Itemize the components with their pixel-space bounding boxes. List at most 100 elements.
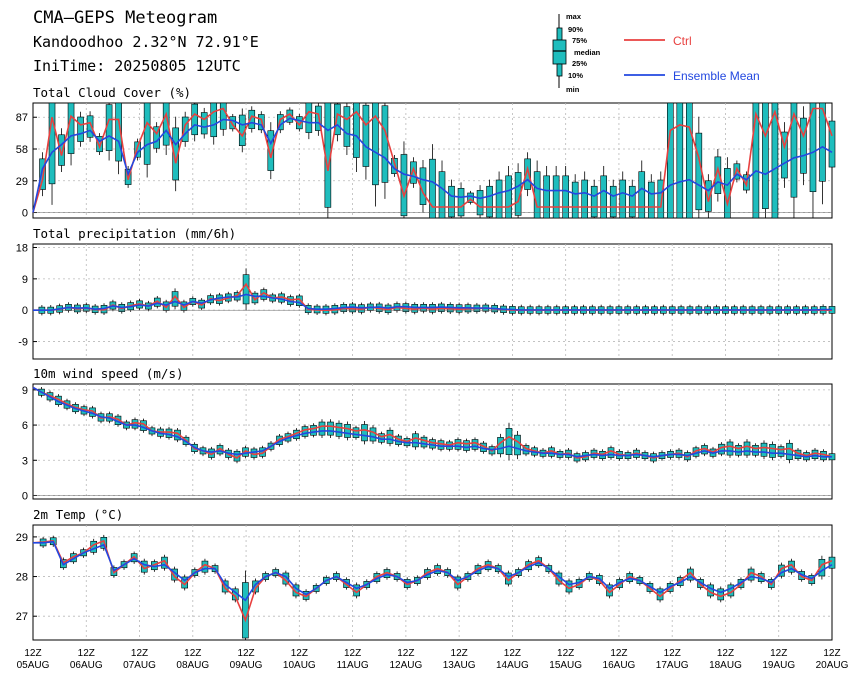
x-tick-date-label: 09AUG — [230, 660, 263, 671]
y-tick-label: 29 — [16, 176, 28, 188]
x-tick-date-label: 17AUG — [656, 660, 689, 671]
ensemble-box — [344, 421, 351, 441]
ensemble-mean-line — [32, 117, 833, 213]
x-tick-hour-label: 12Z — [237, 648, 254, 659]
x-axis: 12Z05AUG12Z06AUG12Z07AUG12Z08AUG12Z09AUG… — [17, 648, 849, 671]
legend-label-median: median — [574, 48, 601, 57]
x-tick-date-label: 18AUG — [709, 660, 742, 671]
x-tick-date-label: 07AUG — [123, 660, 156, 671]
ensemble-box — [743, 439, 751, 458]
y-tick-label: 29 — [16, 532, 28, 544]
plot-area: 0 29 58 87 -9 0 9 18 0 3 6 9 27 28 29 — [16, 102, 836, 641]
y-tick-label: 27 — [16, 611, 28, 623]
ensemble-box — [714, 149, 722, 202]
ensemble-box — [600, 165, 608, 219]
panel-1: 0 29 58 87 — [16, 102, 836, 220]
ensemble-boxes — [39, 102, 836, 219]
x-tick-date-label: 12AUG — [389, 660, 422, 671]
x-tick-date-label: 16AUG — [603, 660, 636, 671]
y-tick-label: 28 — [16, 572, 28, 584]
ensemble-box — [581, 171, 588, 219]
legend: max 90% 75% median 25% 10% min Ctrl Ense… — [552, 12, 760, 94]
ensemble-box — [686, 102, 693, 219]
x-tick-date-label: 05AUG — [17, 660, 50, 671]
ensemble-box — [552, 165, 560, 219]
ensemble-box — [676, 102, 684, 219]
legend-box-labels: max 90% 75% median 25% 10% min — [566, 12, 601, 94]
ensemble-box — [666, 102, 674, 219]
ensemble-boxes — [39, 534, 836, 640]
ensemble-box — [619, 171, 627, 219]
x-tick-date-label: 06AUG — [70, 660, 103, 671]
ctrl-line — [32, 539, 833, 623]
ensemble-box — [252, 578, 259, 595]
ensemble-box — [296, 293, 303, 308]
ensemble-box — [607, 445, 615, 460]
ensemble-box — [752, 102, 760, 219]
panel-1-title: Total Cloud Cover (%) — [33, 85, 191, 100]
ensemble-box — [181, 111, 189, 147]
ensemble-box — [571, 174, 579, 219]
panel-3-title: 10m wind speed (m/s) — [33, 366, 184, 381]
x-tick-hour-label: 12Z — [397, 648, 414, 659]
x-tick-date-label: 13AUG — [443, 660, 476, 671]
legend-label-max: max — [566, 12, 582, 21]
ensemble-box — [248, 106, 256, 133]
y-tick-label: 9 — [22, 385, 28, 397]
x-tick-date-label: 19AUG — [762, 660, 795, 671]
ensemble-box — [381, 103, 389, 199]
ensemble-box — [467, 190, 474, 205]
panel-2-title: Total precipitation (mm/6h) — [33, 226, 236, 241]
ensemble-box — [628, 179, 636, 218]
legend-ctrl-label: Ctrl — [673, 34, 692, 48]
x-tick-hour-label: 12Z — [184, 648, 201, 659]
ensemble-box — [96, 133, 103, 156]
x-tick-hour-label: 12Z — [24, 648, 41, 659]
ensemble-box — [543, 165, 550, 219]
ensemble-box — [318, 419, 326, 438]
x-tick-hour-label: 12Z — [823, 648, 840, 659]
ensemble-box — [471, 437, 479, 452]
ensemble-box — [296, 113, 303, 132]
ensemble-box — [454, 437, 462, 452]
ensemble-box — [334, 103, 341, 142]
legend-boxplot-glyph — [552, 14, 567, 88]
ensemble-box — [361, 420, 368, 445]
legend-label-25: 25% — [572, 59, 587, 68]
x-tick-hour-label: 12Z — [504, 648, 521, 659]
ensemble-box — [115, 102, 122, 175]
y-tick-label: 58 — [16, 144, 28, 156]
y-tick-label: 87 — [16, 112, 28, 124]
ensemble-box — [267, 122, 275, 180]
x-tick-hour-label: 12Z — [664, 648, 681, 659]
x-tick-date-label: 11AUG — [337, 660, 369, 671]
legend-label-75: 75% — [572, 36, 587, 45]
ensemble-box — [786, 439, 793, 464]
ensemble-mean-line — [32, 386, 832, 458]
ensemble-box — [819, 102, 826, 205]
ensemble-box — [818, 555, 826, 580]
y-tick-label: 3 — [22, 455, 28, 467]
ensemble-box — [800, 106, 807, 186]
y-tick-label: 0 — [22, 490, 28, 502]
ensemble-box — [505, 165, 512, 219]
ensemble-box — [762, 102, 769, 218]
ensemble-box — [412, 430, 419, 450]
ensemble-box — [590, 179, 598, 218]
ctrl-line — [32, 386, 833, 459]
ensemble-box — [400, 141, 408, 218]
ensemble-box — [162, 102, 170, 156]
ensemble-box — [153, 122, 160, 153]
y-tick-label: 0 — [22, 305, 28, 317]
ensemble-box — [372, 102, 379, 207]
x-tick-hour-label: 12Z — [78, 648, 95, 659]
ensemble-box — [429, 437, 436, 451]
x-tick-hour-label: 12Z — [610, 648, 627, 659]
ensemble-box — [760, 440, 768, 460]
ensemble-box — [327, 419, 334, 438]
x-tick-date-label: 08AUG — [176, 660, 209, 671]
ensemble-box — [724, 157, 731, 219]
ensemble-box — [335, 420, 343, 440]
y-tick-label: 18 — [16, 242, 28, 254]
